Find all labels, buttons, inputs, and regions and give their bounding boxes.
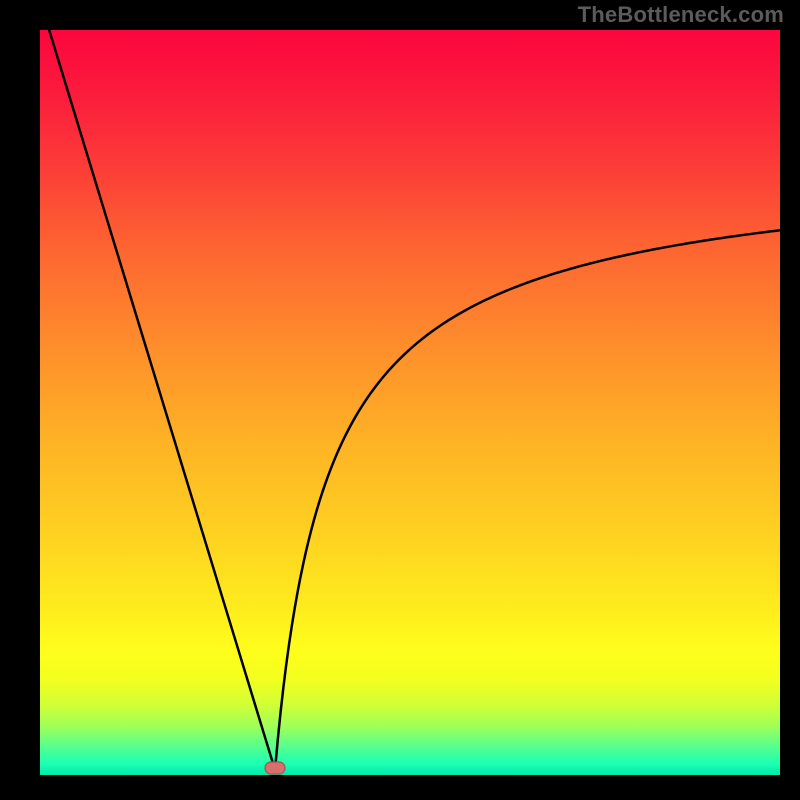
minimum-marker [265,762,285,774]
chart-root: { "watermark": { "text": "TheBottleneck.… [0,0,800,800]
bottleneck-chart [40,30,780,775]
watermark-text: TheBottleneck.com [578,2,784,28]
plot-background [40,30,780,775]
